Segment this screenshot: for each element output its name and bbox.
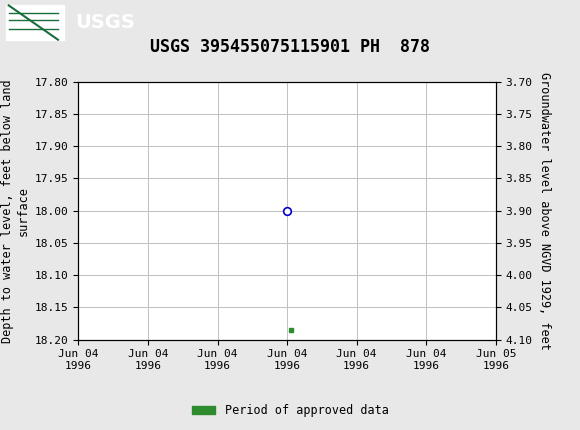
Text: USGS 395455075115901 PH  878: USGS 395455075115901 PH 878 [150, 38, 430, 56]
Bar [6, 6, 64, 40]
Y-axis label: Groundwater level above NGVD 1929, feet: Groundwater level above NGVD 1929, feet [538, 72, 551, 350]
Y-axis label: Depth to water level, feet below land
surface: Depth to water level, feet below land su… [1, 79, 29, 343]
Text: USGS: USGS [75, 13, 135, 32]
Legend: Period of approved data: Period of approved data [187, 399, 393, 422]
